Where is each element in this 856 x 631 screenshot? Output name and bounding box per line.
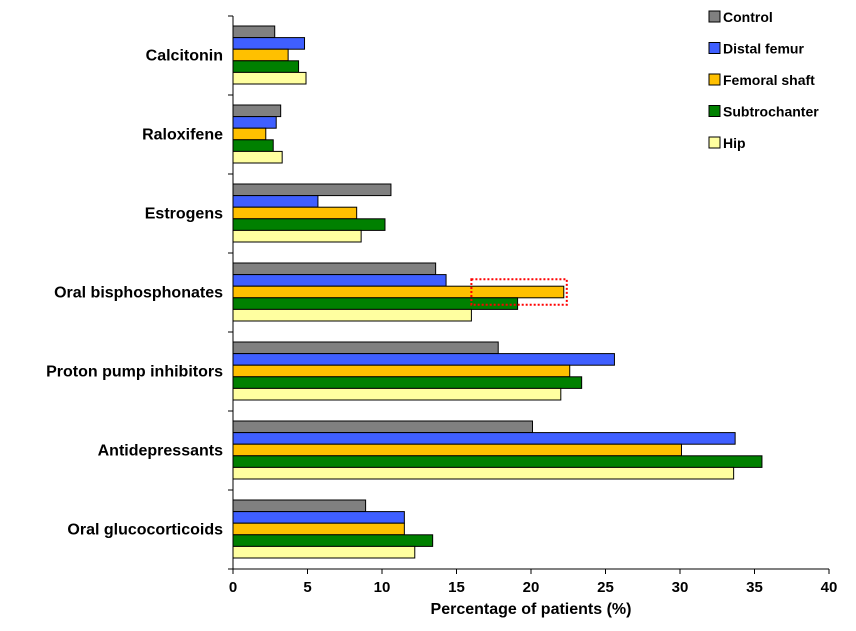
bar-oral-glucocorticoids-distal-femur (232, 511, 405, 524)
bar-calcitonin-control (232, 25, 276, 39)
bar-estrogens-subtrochanter (232, 218, 386, 231)
x-tick-label: 25 (597, 579, 614, 596)
bar-oral-bisphosphonates-hip (232, 308, 472, 322)
x-tick-label: 15 (448, 579, 465, 596)
x-tick-label: 10 (374, 579, 391, 596)
bar-raloxifene-femoral-shaft (232, 127, 267, 141)
x-ticks: 0 5 10 15 20 25 30 35 40 (229, 569, 838, 596)
bar-oral-glucocorticoids-femoral-shaft (232, 522, 405, 536)
bar-antidepressants-hip (232, 466, 735, 480)
bar-antidepressants-subtrochanter (232, 455, 763, 468)
x-tick-label: 35 (746, 579, 763, 596)
bar-antidepressants-distal-femur (232, 432, 736, 445)
x-tick-label: 40 (821, 579, 838, 596)
category-label-calcitonin: Calcitonin (146, 48, 223, 65)
legend-label-control: Control (723, 9, 773, 25)
bar-proton-pump-inhibitors-control (232, 341, 499, 355)
x-tick-label: 30 (672, 579, 689, 596)
bar-raloxifene-distal-femur (232, 116, 277, 129)
x-tick-label: 0 (229, 579, 237, 596)
bar-oral-glucocorticoids-control (232, 499, 367, 513)
bar-oral-glucocorticoids-hip (232, 545, 416, 559)
legend-label-femoral-shaft: Femoral shaft (723, 72, 815, 88)
bar-estrogens-hip (232, 229, 362, 243)
bar-proton-pump-inhibitors-hip (232, 387, 562, 401)
bar-estrogens-control (232, 183, 392, 197)
legend-swatch-femoral-shaft (708, 73, 721, 86)
legend-swatch-hip (708, 136, 721, 149)
bar-proton-pump-inhibitors-femoral-shaft (232, 364, 571, 378)
legend-swatch-distal-femur (708, 42, 721, 54)
bar-raloxifene-subtrochanter (232, 139, 274, 152)
bar-proton-pump-inhibitors-subtrochanter (232, 376, 583, 389)
bar-estrogens-femoral-shaft (232, 206, 358, 220)
category-label-estrogens: Estrogens (145, 206, 223, 223)
bar-antidepressants-femoral-shaft (232, 443, 682, 457)
highlight-box (470, 278, 568, 306)
bar-calcitonin-femoral-shaft (232, 48, 289, 62)
category-label-oral-bisphosphonates: Oral bisphosphonates (54, 285, 223, 302)
bar-raloxifene-hip (232, 150, 283, 164)
bar-oral-bisphosphonates-distal-femur (232, 274, 447, 287)
bar-calcitonin-subtrochanter (232, 60, 300, 73)
bar-proton-pump-inhibitors-distal-femur (232, 353, 615, 366)
category-label-proton-pump-inhibitors: Proton pump inhibitors (46, 364, 223, 381)
bar-raloxifene-control (232, 104, 282, 118)
bar-calcitonin-hip (232, 71, 307, 85)
bar-oral-bisphosphonates-control (232, 262, 437, 276)
x-axis-title: Percentage of patients (%) (431, 601, 632, 618)
category-label-antidepressants: Antidepressants (98, 443, 223, 460)
bar-antidepressants-control (232, 420, 533, 434)
legend-label-distal-femur: Distal femur (723, 41, 804, 57)
bar-calcitonin-distal-femur (232, 37, 306, 50)
legend-swatch-control (708, 10, 721, 23)
x-tick-label: 20 (523, 579, 540, 596)
bars-layer (232, 25, 763, 559)
legend-swatch-subtrochanter (708, 105, 721, 117)
bar-oral-bisphosphonates-femoral-shaft (232, 285, 565, 299)
legend-label-subtrochanter: Subtrochanter (723, 104, 819, 120)
bar-estrogens-distal-femur (232, 195, 319, 208)
category-label-raloxifene: Raloxifene (142, 127, 223, 144)
category-labels: Calcitonin Raloxifene Estrogens Oral bispho… (46, 48, 223, 539)
legend: Control Distal femur Femoral shaft Subtroch… (708, 9, 819, 151)
legend-label-hip: Hip (723, 135, 746, 151)
bar-oral-bisphosphonates-subtrochanter (232, 297, 519, 310)
highlight-layer (470, 278, 568, 306)
category-label-oral-glucocorticoids: Oral glucocorticoids (67, 522, 223, 539)
bar-oral-glucocorticoids-subtrochanter (232, 534, 434, 547)
x-tick-label: 5 (303, 579, 311, 596)
